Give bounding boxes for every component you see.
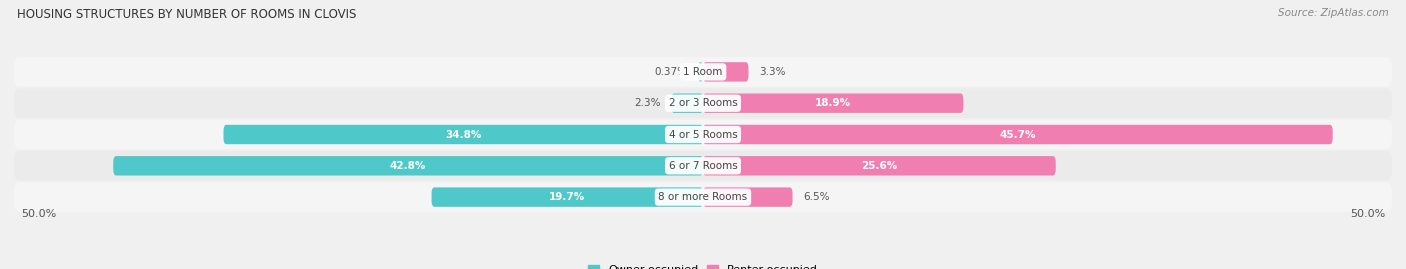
- Text: 45.7%: 45.7%: [1000, 129, 1036, 140]
- FancyBboxPatch shape: [114, 156, 703, 175]
- FancyBboxPatch shape: [14, 151, 1392, 180]
- FancyBboxPatch shape: [14, 182, 1392, 212]
- FancyBboxPatch shape: [14, 57, 1392, 87]
- Text: 42.8%: 42.8%: [389, 161, 426, 171]
- FancyBboxPatch shape: [14, 120, 1392, 149]
- Text: 2.3%: 2.3%: [634, 98, 661, 108]
- Text: 1 Room: 1 Room: [683, 67, 723, 77]
- Text: 4 or 5 Rooms: 4 or 5 Rooms: [669, 129, 737, 140]
- Text: 50.0%: 50.0%: [21, 209, 56, 219]
- Legend: Owner-occupied, Renter-occupied: Owner-occupied, Renter-occupied: [588, 265, 818, 269]
- FancyBboxPatch shape: [703, 94, 963, 113]
- FancyBboxPatch shape: [697, 62, 703, 82]
- Text: Source: ZipAtlas.com: Source: ZipAtlas.com: [1278, 8, 1389, 18]
- Text: 6 or 7 Rooms: 6 or 7 Rooms: [669, 161, 737, 171]
- Text: 3.3%: 3.3%: [759, 67, 786, 77]
- Text: 50.0%: 50.0%: [1350, 209, 1385, 219]
- FancyBboxPatch shape: [703, 125, 1333, 144]
- Text: HOUSING STRUCTURES BY NUMBER OF ROOMS IN CLOVIS: HOUSING STRUCTURES BY NUMBER OF ROOMS IN…: [17, 8, 356, 21]
- Text: 19.7%: 19.7%: [550, 192, 585, 202]
- FancyBboxPatch shape: [671, 94, 703, 113]
- FancyBboxPatch shape: [224, 125, 703, 144]
- FancyBboxPatch shape: [703, 156, 1056, 175]
- Text: 18.9%: 18.9%: [815, 98, 851, 108]
- FancyBboxPatch shape: [432, 187, 703, 207]
- Text: 25.6%: 25.6%: [862, 161, 897, 171]
- Text: 2 or 3 Rooms: 2 or 3 Rooms: [669, 98, 737, 108]
- Text: 34.8%: 34.8%: [446, 129, 481, 140]
- FancyBboxPatch shape: [703, 62, 748, 82]
- Text: 6.5%: 6.5%: [804, 192, 830, 202]
- FancyBboxPatch shape: [14, 89, 1392, 118]
- Text: 0.37%: 0.37%: [654, 67, 688, 77]
- FancyBboxPatch shape: [703, 187, 793, 207]
- Text: 8 or more Rooms: 8 or more Rooms: [658, 192, 748, 202]
